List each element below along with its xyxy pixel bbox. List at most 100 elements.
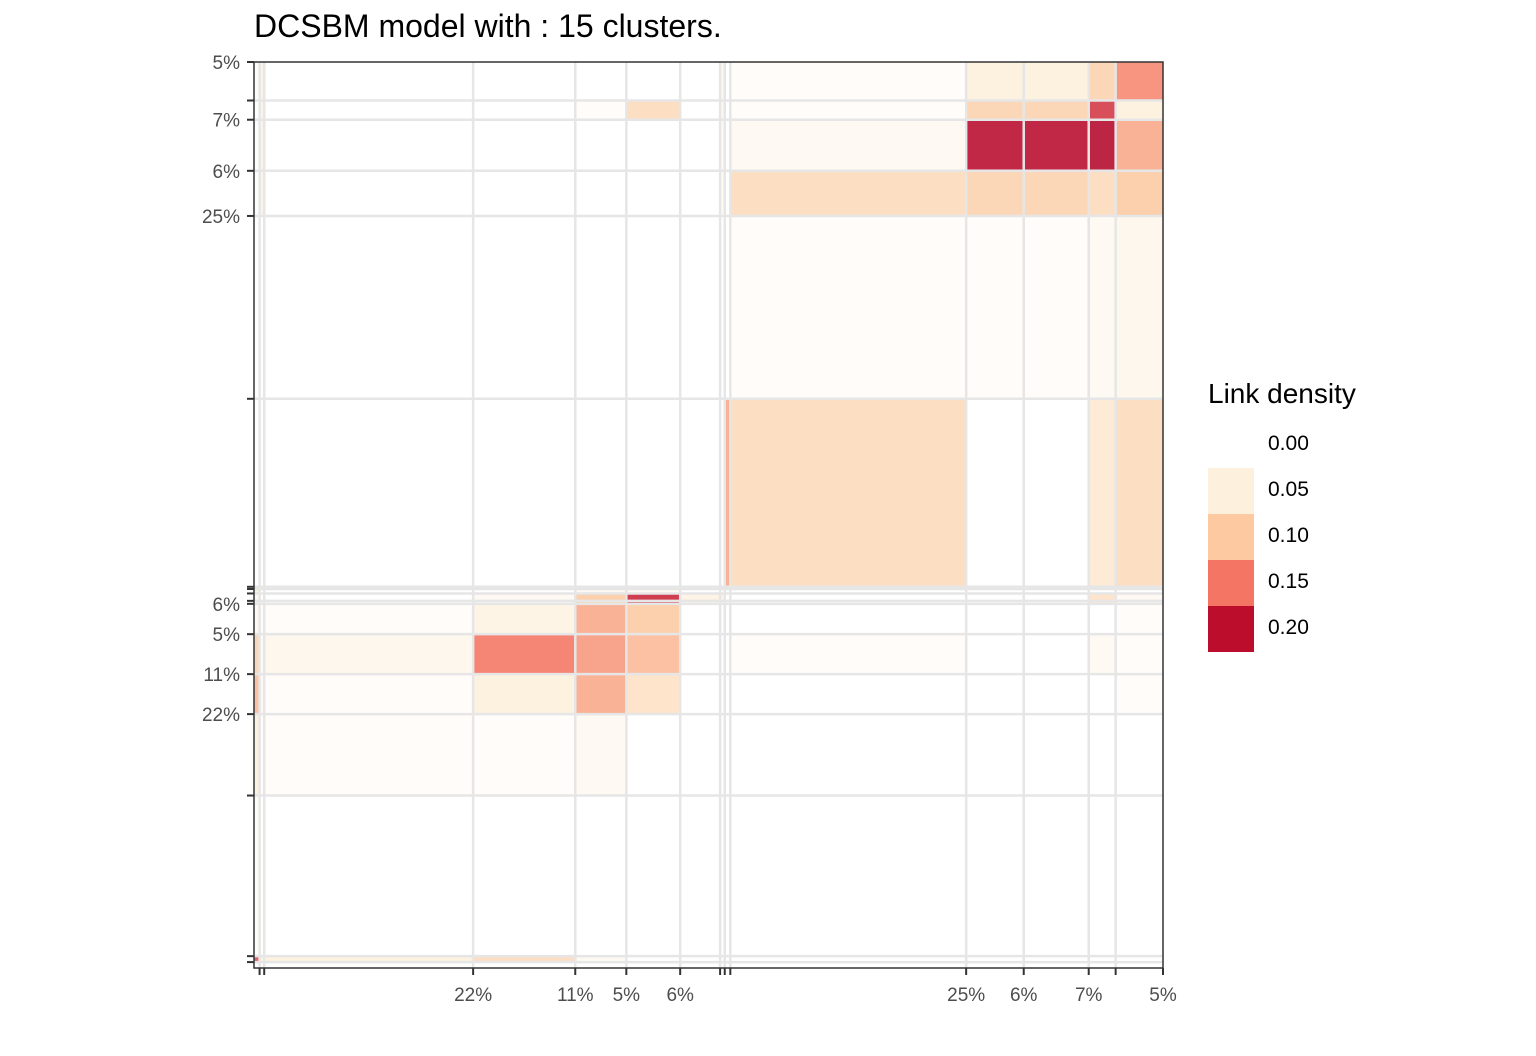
heatmap-cell: [254, 62, 260, 101]
legend-swatch: [1208, 468, 1254, 514]
heatmap-cell: [1115, 62, 1163, 101]
heatmap-cell: [264, 603, 474, 635]
heatmap-cell: [254, 714, 260, 796]
axes: 5% 7% 6% 25% 6% 5% 11% 22% 22% 11% 5% 6% 25% 6% 7% 5%: [202, 53, 1177, 1006]
heatmap-cell: [259, 100, 265, 120]
heatmap-cell: [473, 603, 576, 635]
legend-entry: 0.00: [1208, 422, 1428, 468]
heatmap-cell: [1115, 100, 1163, 120]
x-tick-label: 6%: [666, 985, 694, 1006]
heatmap-cell: [720, 593, 725, 601]
chart-title: DCSBM model with : 15 clusters.: [254, 8, 722, 44]
heatmap-cell: [473, 634, 576, 675]
y-tick-label: 11%: [203, 665, 240, 686]
heatmap-cell: [1088, 398, 1116, 587]
heatmap-cell: [575, 634, 627, 675]
heatmap-cell: [966, 119, 1024, 171]
y-tick-label: 7%: [213, 111, 241, 132]
x-tick-label: 25%: [947, 985, 985, 1006]
heatmap-cell: [264, 634, 474, 675]
x-tick-label: 6%: [1010, 985, 1038, 1006]
heatmap-cell: [575, 593, 627, 601]
heatmap-cell: [1115, 674, 1163, 715]
heatmap-cell: [254, 634, 260, 675]
heatmap-cell: [254, 603, 260, 635]
legend-title: Link density: [1208, 378, 1356, 409]
heatmap-cell: [264, 714, 474, 796]
heatmap-cell: [1115, 600, 1163, 604]
heatmap-cell: [259, 170, 265, 216]
y-tick-label: 5%: [213, 625, 241, 646]
heatmap-cell: [1088, 600, 1116, 604]
heatmap-cell: [575, 674, 627, 715]
heatmap-cell: [626, 674, 681, 715]
heatmap-cell: [1115, 215, 1163, 399]
y-tick-label: 6%: [213, 595, 241, 616]
heatmap-cell: [264, 674, 474, 715]
legend-label: 0.00: [1268, 432, 1309, 455]
heatmap-cell: [1115, 593, 1163, 601]
heatmap-cell: [1088, 215, 1116, 399]
heatmap-cell: [720, 170, 725, 216]
heatmap-cell: [1023, 215, 1089, 399]
heatmap-cell: [724, 398, 731, 587]
heatmap-cell: [1023, 170, 1089, 216]
heatmap-cell: [1088, 593, 1116, 601]
heatmap-cell: [259, 62, 265, 101]
x-tick-label: 5%: [613, 985, 641, 1006]
legend-entry: 0.15: [1208, 560, 1428, 606]
heatmap-cell: [254, 795, 260, 957]
legend-label: 0.10: [1268, 524, 1309, 547]
heatmap-cell: [1088, 634, 1116, 675]
heatmap-cell: [720, 119, 725, 171]
heatmap-cell: [575, 100, 627, 120]
heatmap-cell: [1088, 170, 1116, 216]
heatmap-cell: [720, 100, 725, 120]
heatmap-cell: [626, 634, 681, 675]
heatmap-cell: [730, 215, 967, 399]
heatmap-cell: [730, 62, 967, 101]
heatmap-cell: [626, 100, 681, 120]
y-tick-label: 25%: [202, 207, 240, 228]
heatmap-cell: [473, 593, 576, 601]
heatmap-cell: [680, 593, 721, 601]
heatmap-cell: [254, 956, 260, 963]
legend-entry: 0.10: [1208, 514, 1428, 560]
heatmap-cell: [626, 593, 681, 601]
heatmap-cell: [259, 674, 265, 715]
heatmap-cell: [966, 170, 1024, 216]
heatmap-cell: [259, 119, 265, 171]
legend-label: 0.20: [1268, 616, 1309, 639]
x-tick-label: 5%: [1149, 985, 1177, 1006]
heatmap-cell: [1023, 119, 1089, 171]
legend-swatch: [1208, 606, 1254, 652]
heatmap-cell: [680, 600, 721, 604]
legend-swatch: [1208, 514, 1254, 560]
heatmap-cell: [730, 119, 967, 171]
heatmap-cell: [575, 714, 627, 796]
heatmap-cell: [575, 603, 627, 635]
heatmap-cell: [259, 634, 265, 675]
heatmap-cell: [1088, 119, 1116, 171]
x-tick-label: 7%: [1075, 985, 1103, 1006]
legend-label: 0.15: [1268, 570, 1309, 593]
plot-border: [253, 61, 1164, 969]
heatmap-cell: [259, 714, 265, 796]
legend-swatch: [1208, 560, 1254, 606]
heatmap-cell: [730, 170, 967, 216]
y-tick-label: 6%: [213, 162, 241, 183]
heatmap-cell: [626, 589, 681, 594]
heatmap-cell: [730, 398, 967, 587]
heatmap-cell: [720, 600, 725, 604]
legend-swatch: [1208, 422, 1254, 468]
heatmap-cell: [259, 603, 265, 635]
legend-label: 0.05: [1268, 478, 1309, 501]
heatmap-cell: [1115, 634, 1163, 675]
heatmap-cell: [254, 589, 260, 594]
y-tick-label: 22%: [202, 705, 240, 726]
heatmap-cell: [264, 956, 474, 963]
heatmap-cell: [1023, 100, 1089, 120]
heatmap-cell: [1115, 119, 1163, 171]
heatmap-cell: [1023, 62, 1089, 101]
heatmap-cell: [254, 674, 260, 715]
